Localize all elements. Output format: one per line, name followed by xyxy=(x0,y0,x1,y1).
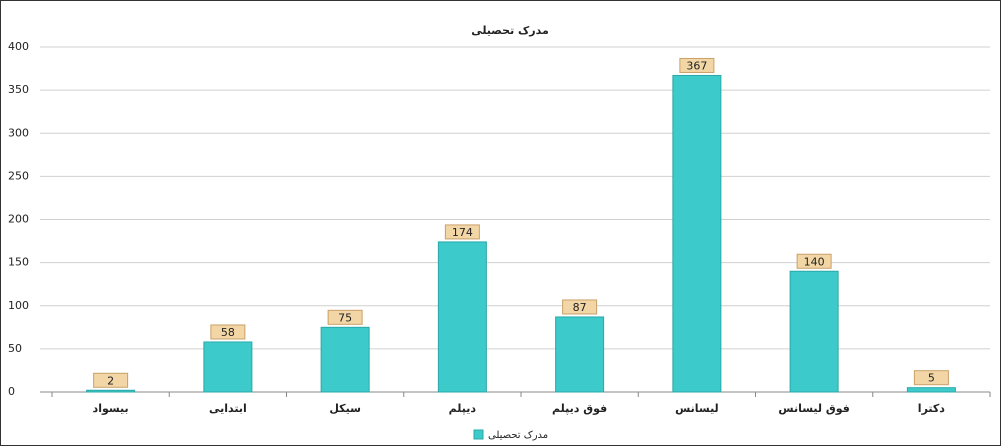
x-tick-label: فوق لیسانس xyxy=(778,402,849,415)
data-label: 5 xyxy=(928,372,935,385)
data-label: 367 xyxy=(686,59,707,72)
y-tick-label: 200 xyxy=(8,213,29,226)
bar xyxy=(321,327,369,392)
x-tick-label: لیسانس xyxy=(675,402,719,415)
data-label: 2 xyxy=(107,374,114,387)
y-tick-label: 250 xyxy=(8,169,29,182)
x-tick-label: سیکل xyxy=(329,402,361,415)
bar xyxy=(790,271,838,392)
y-tick-label: 300 xyxy=(8,126,29,139)
legend-label: مدرک تحصیلی xyxy=(488,430,548,441)
x-tick-label: بیسواد xyxy=(93,402,129,415)
y-tick-label: 0 xyxy=(8,385,15,398)
x-tick-label: ابتدایی xyxy=(209,402,247,415)
x-tick-label: فوق دیپلم xyxy=(552,402,607,415)
bar xyxy=(556,317,604,392)
chart-border xyxy=(1,1,1001,446)
data-label: 140 xyxy=(804,255,825,268)
x-tick-label: دکترا xyxy=(918,402,946,415)
chart: مدرک تحصیلی 0 50 100 150 200 250 300 350 400 بیسو… xyxy=(0,0,1001,446)
data-label: 58 xyxy=(221,326,235,339)
data-label: 87 xyxy=(573,301,587,314)
bar xyxy=(907,388,955,392)
bar xyxy=(204,342,252,392)
y-tick-label: 50 xyxy=(8,342,22,355)
y-tick-label: 100 xyxy=(8,299,29,312)
y-tick-label: 400 xyxy=(8,40,29,53)
data-label: 75 xyxy=(338,311,352,324)
y-tick-label: 150 xyxy=(8,256,29,269)
chart-title: مدرک تحصیلی xyxy=(471,24,549,37)
x-tick-label: دیپلم xyxy=(449,402,477,415)
bar xyxy=(673,75,721,392)
bar xyxy=(438,242,486,392)
legend-swatch xyxy=(474,430,483,439)
y-tick-label: 350 xyxy=(8,83,29,96)
bar xyxy=(87,390,135,392)
data-label: 174 xyxy=(452,226,473,239)
